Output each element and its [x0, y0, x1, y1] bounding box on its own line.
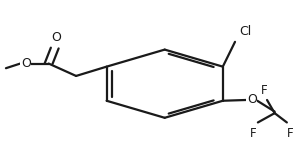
Text: O: O	[247, 93, 257, 106]
Text: F: F	[261, 84, 267, 97]
Text: F: F	[287, 127, 293, 140]
Text: F: F	[250, 127, 257, 140]
Text: O: O	[21, 57, 31, 70]
Text: Cl: Cl	[240, 24, 252, 38]
Text: O: O	[51, 31, 61, 44]
